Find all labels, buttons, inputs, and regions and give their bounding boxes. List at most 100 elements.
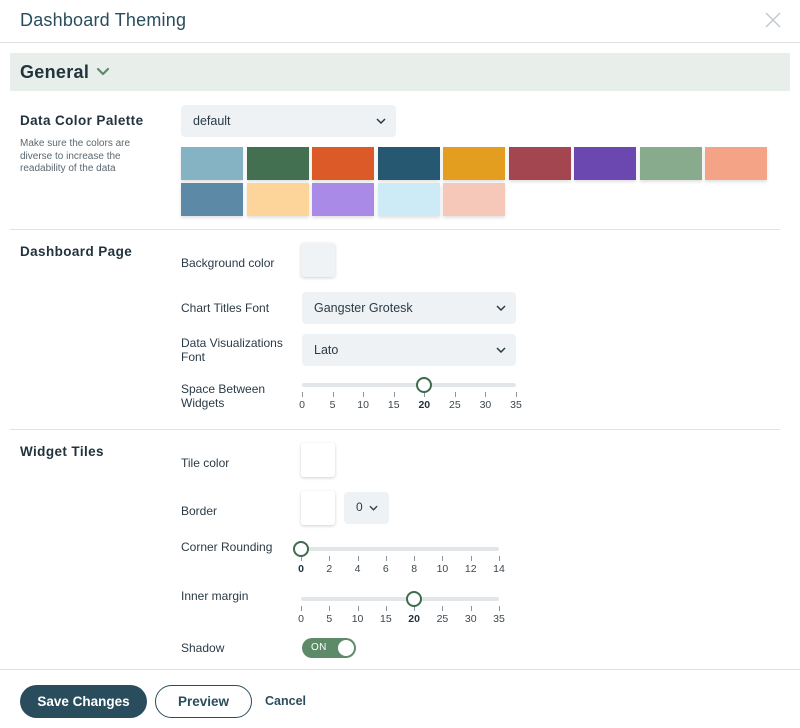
slider-tick-label: 0	[299, 399, 305, 411]
slider-tick-label: 0	[298, 563, 304, 575]
tile-color-picker[interactable]	[301, 443, 335, 477]
slider-tick	[414, 556, 416, 561]
palette-swatch[interactable]	[705, 147, 767, 180]
dashboard-page-title: Dashboard Page	[20, 244, 133, 259]
slider-tick	[499, 556, 500, 561]
slider-track	[302, 383, 516, 387]
space-between-label: Space Between Widgets	[181, 382, 266, 410]
dialog-header: Dashboard Theming	[0, 0, 800, 43]
slider-tick	[485, 392, 487, 397]
palette-swatch[interactable]	[246, 147, 309, 180]
slider-tick	[332, 392, 334, 397]
palette-swatch[interactable]	[312, 182, 374, 216]
slider-tick	[414, 606, 416, 611]
palette-swatch[interactable]	[377, 147, 440, 180]
slider-tick-label: 14	[493, 563, 505, 575]
divider	[10, 229, 780, 230]
slider-tick-label: 25	[436, 613, 449, 625]
palette-swatch[interactable]	[574, 147, 636, 180]
palette-swatch[interactable]	[377, 182, 440, 216]
dialog-footer: Save Changes Preview Cancel	[0, 669, 800, 728]
border-width-value: 0	[356, 500, 363, 514]
divider	[10, 429, 780, 430]
palette-swatch[interactable]	[508, 147, 571, 180]
slider-tick	[424, 392, 426, 397]
palette-description: Make sure the colors are diverse to incr…	[20, 138, 131, 174]
cancel-button[interactable]: Cancel	[265, 694, 306, 708]
slider-tick-label: 35	[493, 613, 505, 625]
slider-tick-label: 20	[418, 399, 431, 411]
corner-rounding-slider[interactable]: 0 2 4 6 8 10 12 14	[293, 536, 505, 576]
data-viz-font-select[interactable]: Lato	[302, 334, 516, 366]
border-width-select[interactable]: 0	[344, 492, 389, 524]
chevron-down-icon	[376, 118, 386, 124]
preview-button[interactable]: Preview	[155, 685, 252, 718]
slider-tick	[393, 392, 395, 397]
palette-select-value: default	[193, 114, 231, 128]
section-general-toggle[interactable]: General	[10, 53, 790, 91]
border-color-picker[interactable]	[301, 491, 335, 525]
slider-tick-label: 12	[464, 563, 477, 575]
slider-tick	[385, 556, 387, 561]
slider-thumb[interactable]	[416, 377, 433, 393]
slider-tick	[454, 392, 456, 397]
slider-tick-label: 25	[449, 399, 461, 411]
dialog-title: Dashboard Theming	[20, 10, 187, 30]
palette-swatch[interactable]	[443, 147, 505, 180]
section-title: General	[20, 62, 90, 82]
slider-thumb[interactable]	[293, 541, 309, 557]
slider-thumb[interactable]	[406, 591, 423, 607]
slider-track	[301, 597, 499, 601]
palette-swatch[interactable]	[639, 147, 702, 180]
slider-tick	[470, 606, 472, 611]
background-color-label: Background color	[181, 256, 275, 270]
background-color-picker[interactable]	[301, 243, 335, 277]
shadow-toggle-state: ON	[311, 642, 327, 653]
slider-tick-label: 5	[326, 613, 333, 625]
slider-tick	[301, 606, 302, 611]
slider-tick-label: 15	[387, 399, 400, 411]
chevron-down-icon	[496, 305, 506, 311]
slider-tick-label: 5	[329, 399, 336, 411]
palette-swatch[interactable]	[312, 147, 374, 180]
palette-swatch[interactable]	[181, 147, 243, 180]
palette-select[interactable]: default	[181, 105, 396, 137]
slider-tick-label: 10	[357, 399, 369, 411]
slider-tick	[301, 556, 302, 561]
corner-rounding-label: Corner Rounding	[181, 540, 273, 554]
slider-tick	[499, 606, 500, 611]
border-label: Border	[181, 504, 218, 518]
shadow-toggle[interactable]: ON	[302, 638, 356, 658]
slider-tick	[363, 392, 365, 397]
toggle-knob	[338, 640, 354, 656]
slider-tick	[470, 556, 472, 561]
chevron-down-icon	[369, 505, 378, 511]
palette-swatch[interactable]	[246, 182, 309, 216]
space-between-slider[interactable]: 0 5 10 15 20 25 30 35	[299, 372, 522, 412]
slider-tick	[329, 606, 331, 611]
slider-tick	[329, 556, 331, 561]
slider-tick-label: 10	[436, 563, 449, 575]
chevron-down-icon	[96, 67, 110, 76]
slider-tick	[516, 392, 517, 397]
palette-swatch[interactable]	[181, 182, 243, 216]
save-changes-button[interactable]: Save Changes	[20, 685, 147, 718]
slider-tick-label: 2	[326, 563, 333, 575]
chart-titles-font-select[interactable]: Gangster Grotesk	[302, 292, 516, 324]
slider-tick	[357, 606, 359, 611]
slider-tick	[357, 556, 359, 561]
slider-tick-label: 4	[354, 563, 361, 575]
slider-tick-label: 15	[380, 613, 392, 625]
data-viz-font-label: Data Visualizations Font	[181, 336, 283, 364]
chart-titles-font-value: Gangster Grotesk	[314, 301, 413, 315]
slider-tick	[302, 392, 303, 397]
shadow-label: Shadow	[181, 641, 225, 655]
palette-swatch[interactable]	[443, 182, 505, 216]
close-icon[interactable]	[763, 10, 783, 30]
slider-tick-label: 10	[351, 613, 364, 625]
data-viz-font-value: Lato	[314, 343, 339, 357]
inner-margin-slider[interactable]: 0 5 10 15 20 25 30 35	[298, 586, 505, 626]
chart-titles-font-label: Chart Titles Font	[181, 301, 270, 315]
palette-title: Data Color Palette	[20, 113, 144, 128]
inner-margin-label: Inner margin	[181, 589, 249, 603]
